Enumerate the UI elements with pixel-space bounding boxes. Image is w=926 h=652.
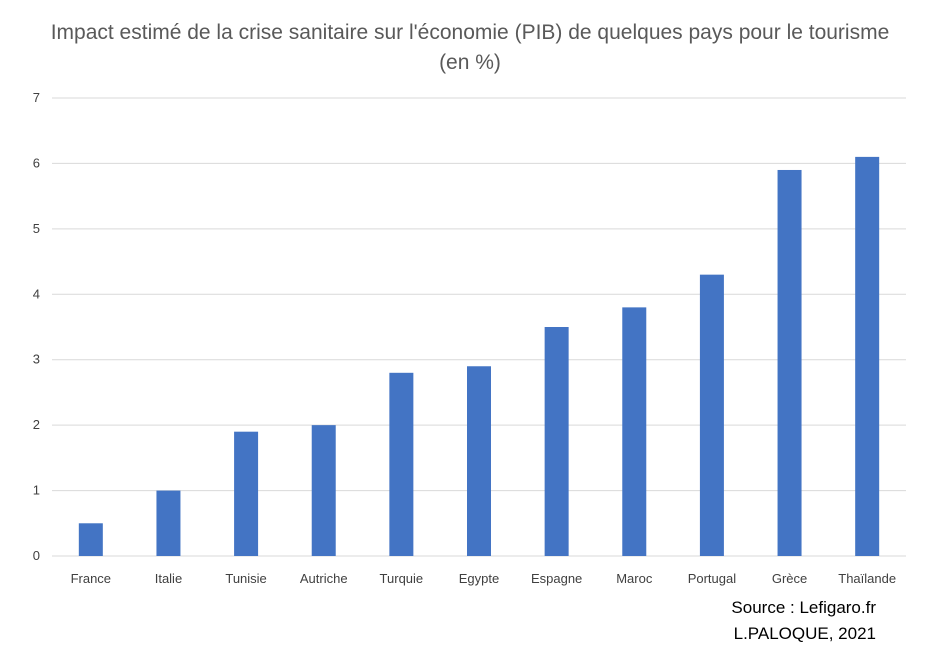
- grid-layer: [52, 97, 906, 557]
- x-tick-label: France: [71, 571, 111, 586]
- x-tick-label: Tunisie: [225, 571, 266, 586]
- x-tick-label: Maroc: [616, 571, 653, 586]
- x-tick-label: Egypte: [459, 571, 499, 586]
- label-layer: 0 1 2 3 4 5 6 7 France Italie Tunisie Autriche Turqu…: [33, 90, 896, 586]
- x-tick-label: Thaïlande: [838, 571, 896, 586]
- y-tick-label: 7: [33, 90, 40, 105]
- y-tick-label: 1: [33, 483, 40, 498]
- bar-thaïlande: [855, 156, 880, 556]
- bar-italie: [156, 490, 181, 556]
- bar-autriche: [311, 425, 336, 556]
- x-tick-label: Espagne: [531, 571, 582, 586]
- y-tick-label: 2: [33, 417, 40, 432]
- bar-portugal: [699, 274, 724, 556]
- bar-france: [78, 523, 103, 556]
- bar-layer: [78, 156, 880, 556]
- y-tick-label: 0: [33, 548, 40, 563]
- x-tick-label: Autriche: [300, 571, 348, 586]
- x-tick-label: Portugal: [688, 571, 737, 586]
- source-text: Source : Lefigaro.fr: [731, 598, 876, 617]
- bar-egypte: [467, 366, 491, 556]
- author-text: L.PALOQUE, 2021: [733, 624, 876, 643]
- y-tick-label: 6: [33, 155, 40, 170]
- bar-espagne: [544, 327, 569, 556]
- x-tick-label: Grèce: [772, 571, 807, 586]
- y-tick-label: 3: [33, 352, 40, 367]
- bar-turquie: [389, 372, 414, 556]
- bar-grèce: [777, 169, 802, 556]
- bar-maroc: [622, 307, 647, 556]
- x-tick-label: Turquie: [380, 571, 424, 586]
- x-tick-label: Italie: [155, 571, 182, 586]
- chart-title: Impact estimé de la crise sanitaire sur …: [50, 21, 890, 74]
- y-tick-label: 4: [33, 286, 40, 301]
- bar-tunisie: [234, 431, 259, 556]
- y-tick-label: 5: [33, 221, 40, 236]
